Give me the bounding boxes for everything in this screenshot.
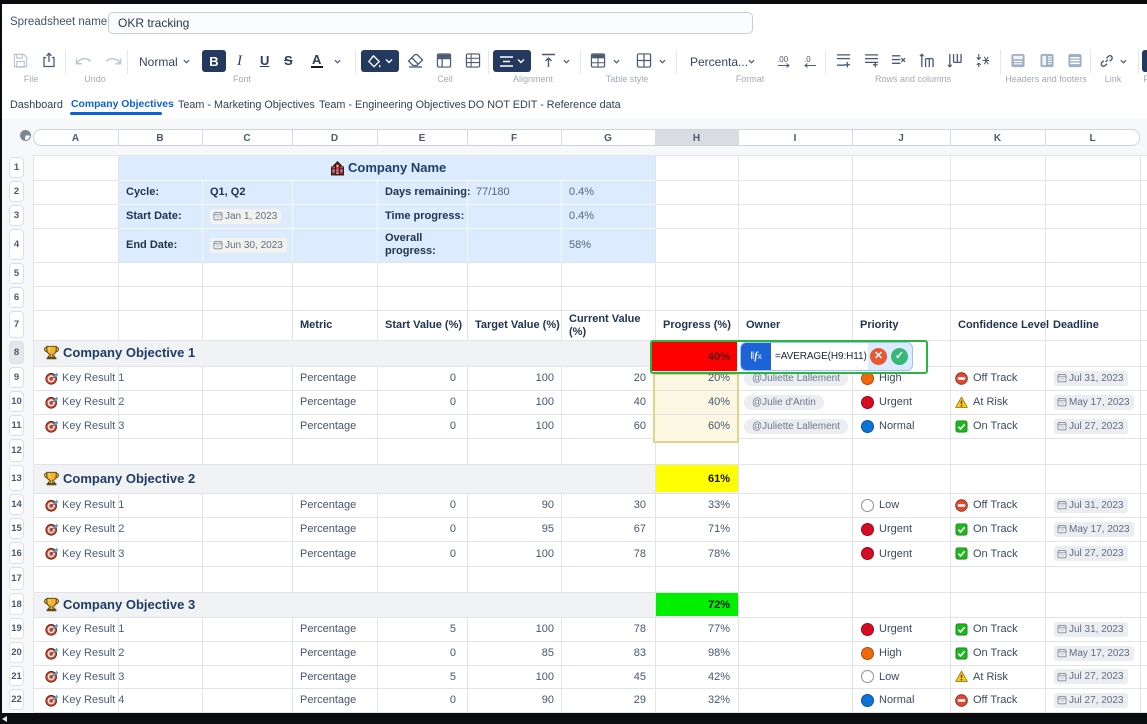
svg-text:.00: .00 [777,55,789,64]
svg-text:.0: .0 [804,55,811,64]
